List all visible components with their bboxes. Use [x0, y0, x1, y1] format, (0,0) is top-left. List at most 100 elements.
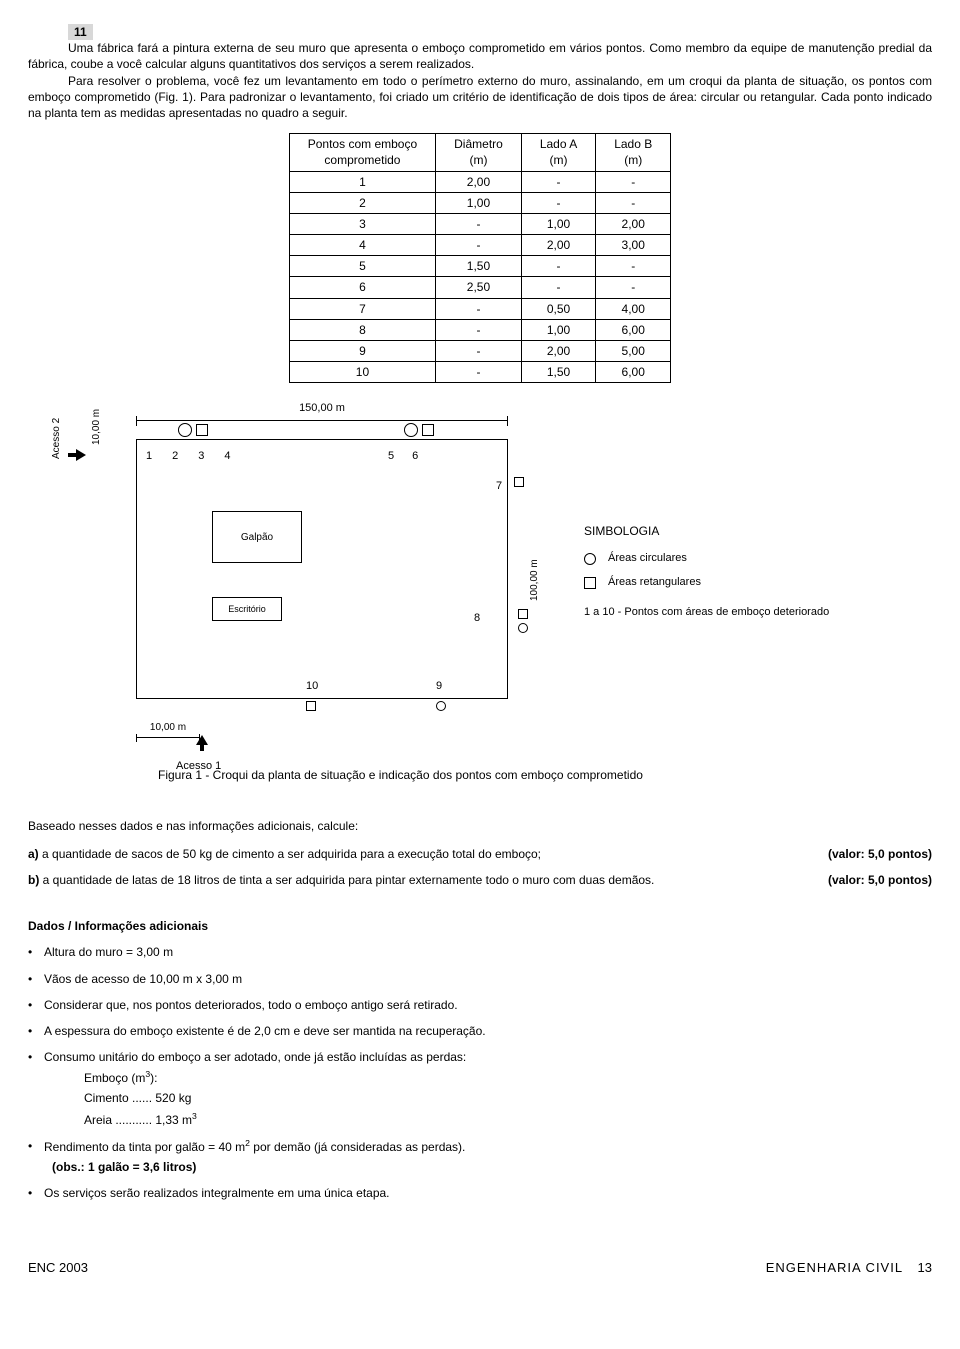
acesso-1-arrow-stem: [200, 745, 204, 751]
dim-bottom: 10,00 m: [136, 721, 200, 738]
dim-right-label: 100,00 m: [528, 560, 542, 602]
table-cell: -: [521, 277, 595, 298]
figure-1: 150,00 m Acesso 2 10,00 m 1234 56 7 8 Ga…: [28, 401, 898, 751]
dado-5: Consumo unitário do emboço a ser adotado…: [28, 1049, 932, 1065]
table-cell: -: [521, 256, 595, 277]
qa-valor: (valor: 5,0 pontos): [828, 846, 932, 862]
point-7-marker-icon: [514, 477, 524, 487]
dados-heading: Dados / Informações adicionais: [28, 918, 932, 934]
table-cell: -: [436, 213, 522, 234]
square-icon: [584, 577, 596, 589]
dado-5-sub1: Emboço (m3):: [28, 1069, 932, 1086]
point-9-circle-icon: [436, 701, 446, 711]
plan-point: 4: [224, 450, 230, 462]
table-cell: 2,50: [436, 277, 522, 298]
table-cell: -: [436, 319, 522, 340]
table-cell: 1,50: [436, 256, 522, 277]
plan-point: 1: [146, 450, 152, 462]
table-row: 4-2,003,00: [289, 235, 671, 256]
table-cell: 1,00: [521, 213, 595, 234]
point-9: 9: [436, 679, 442, 694]
table-cell: 1,00: [521, 319, 595, 340]
paragraph-2: Para resolver o problema, você fez um le…: [28, 73, 932, 122]
table-cell: -: [436, 341, 522, 362]
table-row: 10-1,506,00: [289, 362, 671, 383]
table-cell: 9: [289, 341, 435, 362]
table-row: 3-1,002,00: [289, 213, 671, 234]
question-header: 11: [28, 24, 932, 40]
paragraph-1: Uma fábrica fará a pintura externa de se…: [28, 40, 932, 72]
table-row: 21,00--: [289, 192, 671, 213]
dado-4: A espessura do emboço existente é de 2,0…: [28, 1023, 932, 1039]
table-cell: 1,50: [521, 362, 595, 383]
table-cell: -: [436, 235, 522, 256]
acesso-2-arrow-stem: [68, 453, 76, 457]
footer-page: 13: [918, 1260, 932, 1275]
dim-top: 150,00 m: [136, 401, 508, 421]
dim-top-label: 150,00 m: [299, 402, 345, 414]
table-row: 7-0,504,00: [289, 298, 671, 319]
table-cell: 6,00: [596, 319, 671, 340]
point-8-circle-icon: [518, 623, 528, 633]
table-cell: -: [596, 171, 671, 192]
table-cell: -: [596, 256, 671, 277]
qa-label: a): [28, 847, 39, 861]
table-header: Lado A(m): [521, 134, 595, 171]
figure-caption: Figura 1 - Croqui da planta de situação …: [158, 767, 932, 783]
acesso-1-label: Acesso 1: [176, 759, 221, 774]
galpao-box: Galpão: [212, 511, 302, 563]
point-8: 8: [474, 611, 480, 626]
table-row: 62,50--: [289, 277, 671, 298]
table-header: Lado B(m): [596, 134, 671, 171]
table-cell: 4: [289, 235, 435, 256]
dado-2: Vãos de acesso de 10,00 m x 3,00 m: [28, 971, 932, 987]
dim-left-label: 10,00 m: [90, 409, 104, 445]
qb-text: a quantidade de latas de 18 litros de ti…: [39, 873, 654, 887]
table-cell: 3: [289, 213, 435, 234]
page-footer: ENC 2003 ENGENHARIA CIVIL 13: [28, 1259, 932, 1277]
acesso-1-arrow-icon: [196, 735, 208, 745]
site-plan-outline: [136, 439, 508, 699]
acesso-2-arrow-icon: [76, 449, 86, 461]
footer-left: ENC 2003: [28, 1259, 88, 1277]
gate-top-1: [178, 423, 214, 431]
table-cell: 2,00: [521, 341, 595, 362]
qa-text: a quantidade de sacos de 50 kg de ciment…: [39, 847, 541, 861]
table-cell: 1: [289, 171, 435, 192]
footer-right: ENGENHARIA CIVIL 13: [766, 1259, 932, 1277]
plan-point: 3: [198, 450, 204, 462]
table-cell: 0,50: [521, 298, 595, 319]
dado-1: Altura do muro = 3,00 m: [28, 944, 932, 960]
table-cell: 8: [289, 319, 435, 340]
dado-5-sub2: Cimento ...... 520 kg: [28, 1090, 932, 1106]
table-cell: 2,00: [436, 171, 522, 192]
table-cell: 6: [289, 277, 435, 298]
calc-intro: Baseado nesses dados e nas informações a…: [28, 818, 932, 834]
table-row: 8-1,006,00: [289, 319, 671, 340]
legend-circ: Áreas circulares: [608, 549, 687, 569]
point-10: 10: [306, 679, 318, 694]
dado-7: Os serviços serão realizados integralmen…: [28, 1185, 932, 1201]
dados-section: Dados / Informações adicionais Altura do…: [28, 918, 932, 1201]
dim-bottom-label: 10,00 m: [150, 722, 186, 733]
qb-label: b): [28, 873, 39, 887]
point-10-rect-icon: [306, 701, 316, 711]
point-7: 7: [496, 479, 502, 494]
dado-5-sub3: Areia ........... 1,33 m3: [28, 1111, 932, 1128]
table-cell: 4,00: [596, 298, 671, 319]
legend: SIMBOLOGIA Áreas circulares Áreas retang…: [584, 521, 829, 622]
escritorio-box: Escritório: [212, 597, 282, 621]
legend-points: 1 a 10 - Pontos com áreas de emboço dete…: [584, 603, 829, 623]
table-header: Diâmetro(m): [436, 134, 522, 171]
questions-section: Baseado nesses dados e nas informações a…: [28, 818, 932, 889]
question-b: b) a quantidade de latas de 18 litros de…: [28, 872, 932, 888]
table-row: 12,00--: [289, 171, 671, 192]
question-number: 11: [68, 24, 93, 40]
circle-icon: [584, 553, 596, 565]
table-cell: -: [521, 171, 595, 192]
table-row: 51,50--: [289, 256, 671, 277]
gate-top-2: [404, 423, 440, 431]
data-table: Pontos com emboçocomprometidoDiâmetro(m)…: [289, 133, 672, 383]
points-top-row-1: 1234: [146, 449, 251, 464]
dado-6: Rendimento da tinta por galão = 40 m2 po…: [28, 1138, 932, 1155]
